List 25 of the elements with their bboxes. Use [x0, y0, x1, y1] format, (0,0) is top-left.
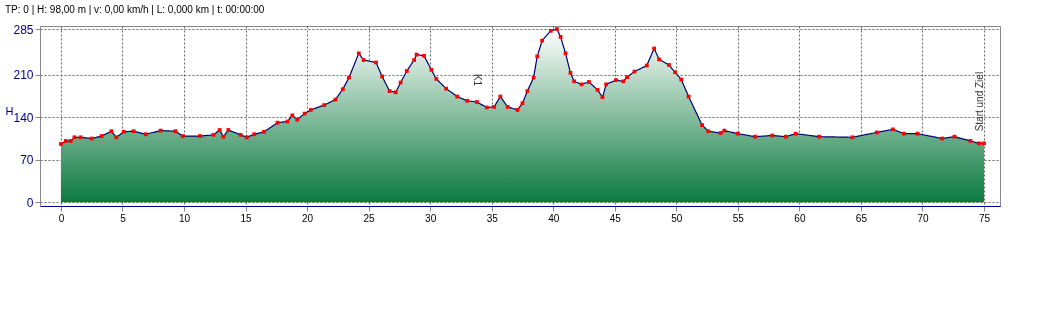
y-tick-label: 70 [20, 153, 34, 168]
x-tick-label: 55 [732, 212, 745, 224]
x-tick-label: 0 [58, 212, 65, 224]
x-tick-label: 75 [978, 212, 991, 224]
y-tick-label: 210 [13, 68, 34, 83]
annotation: K1 [471, 73, 483, 87]
x-tick-label: 20 [302, 212, 314, 224]
x-tick-label: 45 [609, 212, 622, 224]
x-tick-label: 30 [425, 212, 437, 224]
y-tick-label: 140 [13, 110, 34, 125]
y-axis-title: H [5, 104, 14, 117]
x-tick-label: 60 [794, 212, 806, 224]
annotation: Start und Ziel [974, 71, 985, 132]
y-tick-label: 0 [26, 195, 34, 210]
x-tick-label: 50 [671, 212, 683, 224]
x-tick-label: 40 [548, 212, 560, 224]
y-tick-label: 285 [13, 22, 34, 37]
x-tick-label: 15 [240, 212, 253, 224]
x-tick-label: 65 [855, 212, 868, 224]
chart-title: TP: 0 | H: 98,00 m | v: 0,00 km/h | L: 0,000 km | t: 00:00:00 [5, 4, 265, 16]
x-tick-label: 35 [486, 212, 499, 224]
x-tick-label: 10 [178, 212, 191, 224]
x-tick-label: 5 [120, 212, 127, 224]
x-tick-label: 70 [917, 212, 929, 224]
x-tick-label: 25 [363, 212, 376, 224]
